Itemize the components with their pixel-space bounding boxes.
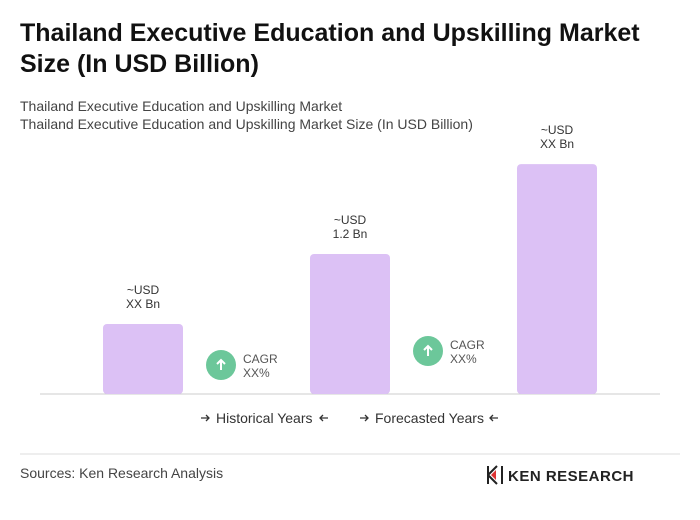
legend-arrow [319,414,328,422]
cagr-label: CAGR XX% [243,352,278,380]
subtitle: Thailand Executive Education and Upskill… [20,116,473,132]
legend-label: Historical Years [216,410,313,426]
value-label: ~USD XX Bn [540,123,574,151]
legend-label: Forecasted Years [375,410,484,426]
logo: KEN RESEARCH [508,468,634,485]
logo-accent [491,470,496,480]
legend-arrow [489,414,498,422]
legend-arrow [360,414,369,422]
logo-icon [487,465,503,485]
chart-title: Thailand Executive Education and Upskill… [20,19,640,78]
value-label: ~USD XX Bn [126,283,160,311]
legend-arrow [201,414,210,422]
bar [310,253,390,394]
bar [103,323,183,394]
bar [517,164,597,394]
source: Sources: Ken Research Analysis [20,465,223,481]
cagr-arrow [216,358,226,370]
value-label: ~USD 1.2 Bn [333,213,368,241]
cagr-arrow [423,344,433,356]
subtitle: Thailand Executive Education and Upskill… [20,98,343,114]
cagr-label: CAGR XX% [450,338,485,366]
